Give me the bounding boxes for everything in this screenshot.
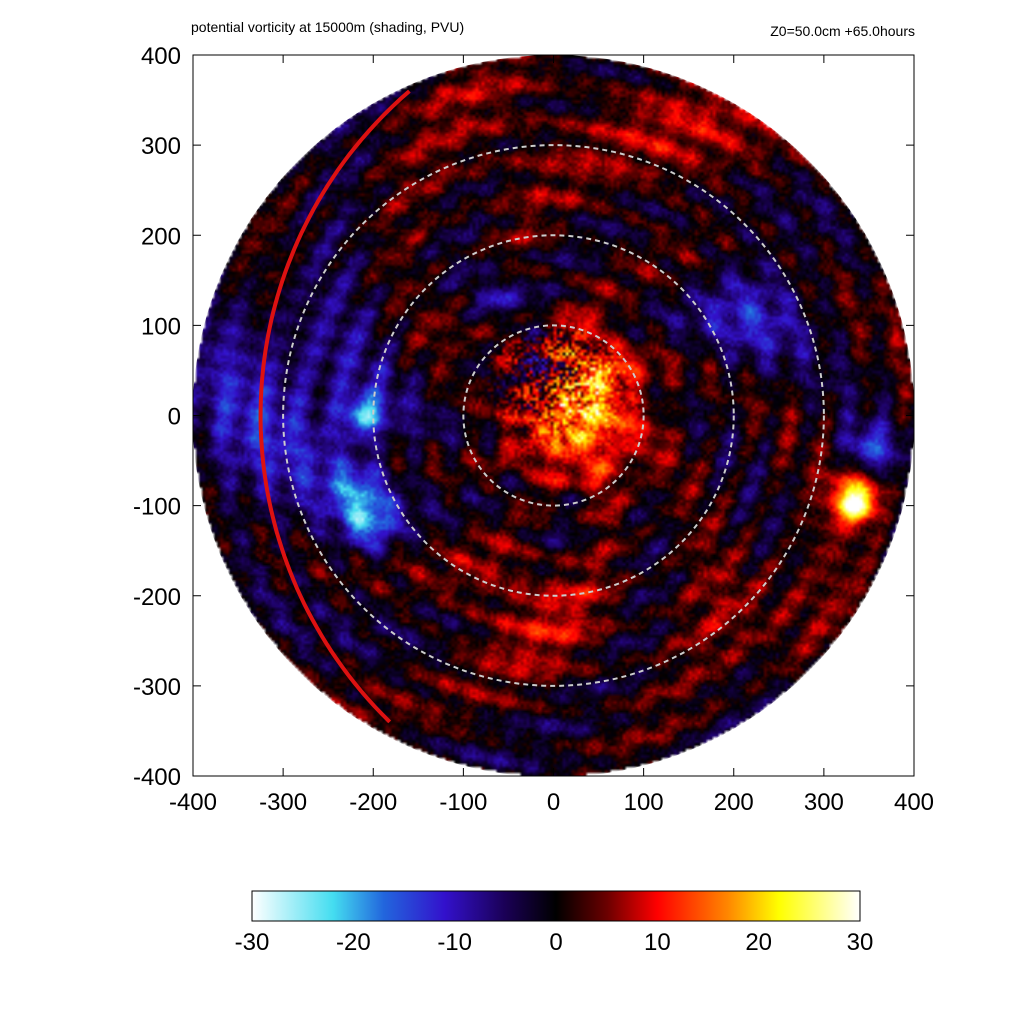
colorbar-tick-label: -30 — [235, 929, 270, 956]
x-tick-label: 400 — [894, 789, 934, 816]
chart-subtitle: Z0=50.0cm +65.0hours — [770, 23, 915, 39]
x-axis: -400 -300 -200 -100 0 100 200 300 400 — [169, 55, 934, 816]
reference-circle-300 — [282, 144, 825, 687]
chart-title: potential vorticity at 15000m (shading, … — [191, 19, 464, 35]
reference-circles — [282, 144, 825, 687]
y-tick-label: -100 — [133, 494, 181, 521]
y-tick-label: 300 — [141, 133, 181, 160]
colorbar: -30 -20 -10 0 10 20 30 — [235, 890, 874, 956]
x-tick-label: 0 — [547, 789, 560, 816]
colorbar-tick-label: 0 — [549, 929, 562, 956]
x-tick-label: 300 — [804, 789, 844, 816]
y-tick-label: 100 — [141, 313, 181, 340]
red-arc — [258, 89, 411, 724]
y-tick-label: 200 — [141, 223, 181, 250]
y-tick-label: -400 — [133, 764, 181, 791]
colorbar-tick-label: 10 — [644, 929, 671, 956]
colorbar-gradient — [251, 890, 861, 922]
colorbar-tick-label: -20 — [336, 929, 371, 956]
x-tick-label: -100 — [439, 789, 487, 816]
plot-area: -400 -300 -200 -100 0 100 200 300 400 -400 -300 -2… — [133, 43, 934, 816]
reference-circle-100 — [462, 324, 645, 507]
colorbar-ticks: -30 -20 -10 0 10 20 30 — [235, 929, 874, 956]
x-tick-label: 200 — [714, 789, 754, 816]
x-tick-label: 100 — [624, 789, 664, 816]
y-axis: -400 -300 -200 -100 0 100 200 300 400 — [133, 43, 914, 791]
colorbar-tick-label: -10 — [437, 929, 472, 956]
x-tick-label: -300 — [259, 789, 307, 816]
y-tick-label: 0 — [168, 404, 181, 431]
x-tick-label: -400 — [169, 789, 217, 816]
reference-circle-200 — [372, 234, 735, 597]
pv-raster — [193, 55, 914, 776]
colorbar-tick-label: 30 — [847, 929, 874, 956]
y-tick-label: 400 — [141, 43, 181, 70]
pv-field — [193, 55, 914, 776]
y-tick-label: -300 — [133, 674, 181, 701]
y-tick-label: -200 — [133, 584, 181, 611]
colorbar-tick-label: 20 — [745, 929, 772, 956]
red-arc-line — [258, 89, 411, 724]
x-tick-label: -200 — [349, 789, 397, 816]
